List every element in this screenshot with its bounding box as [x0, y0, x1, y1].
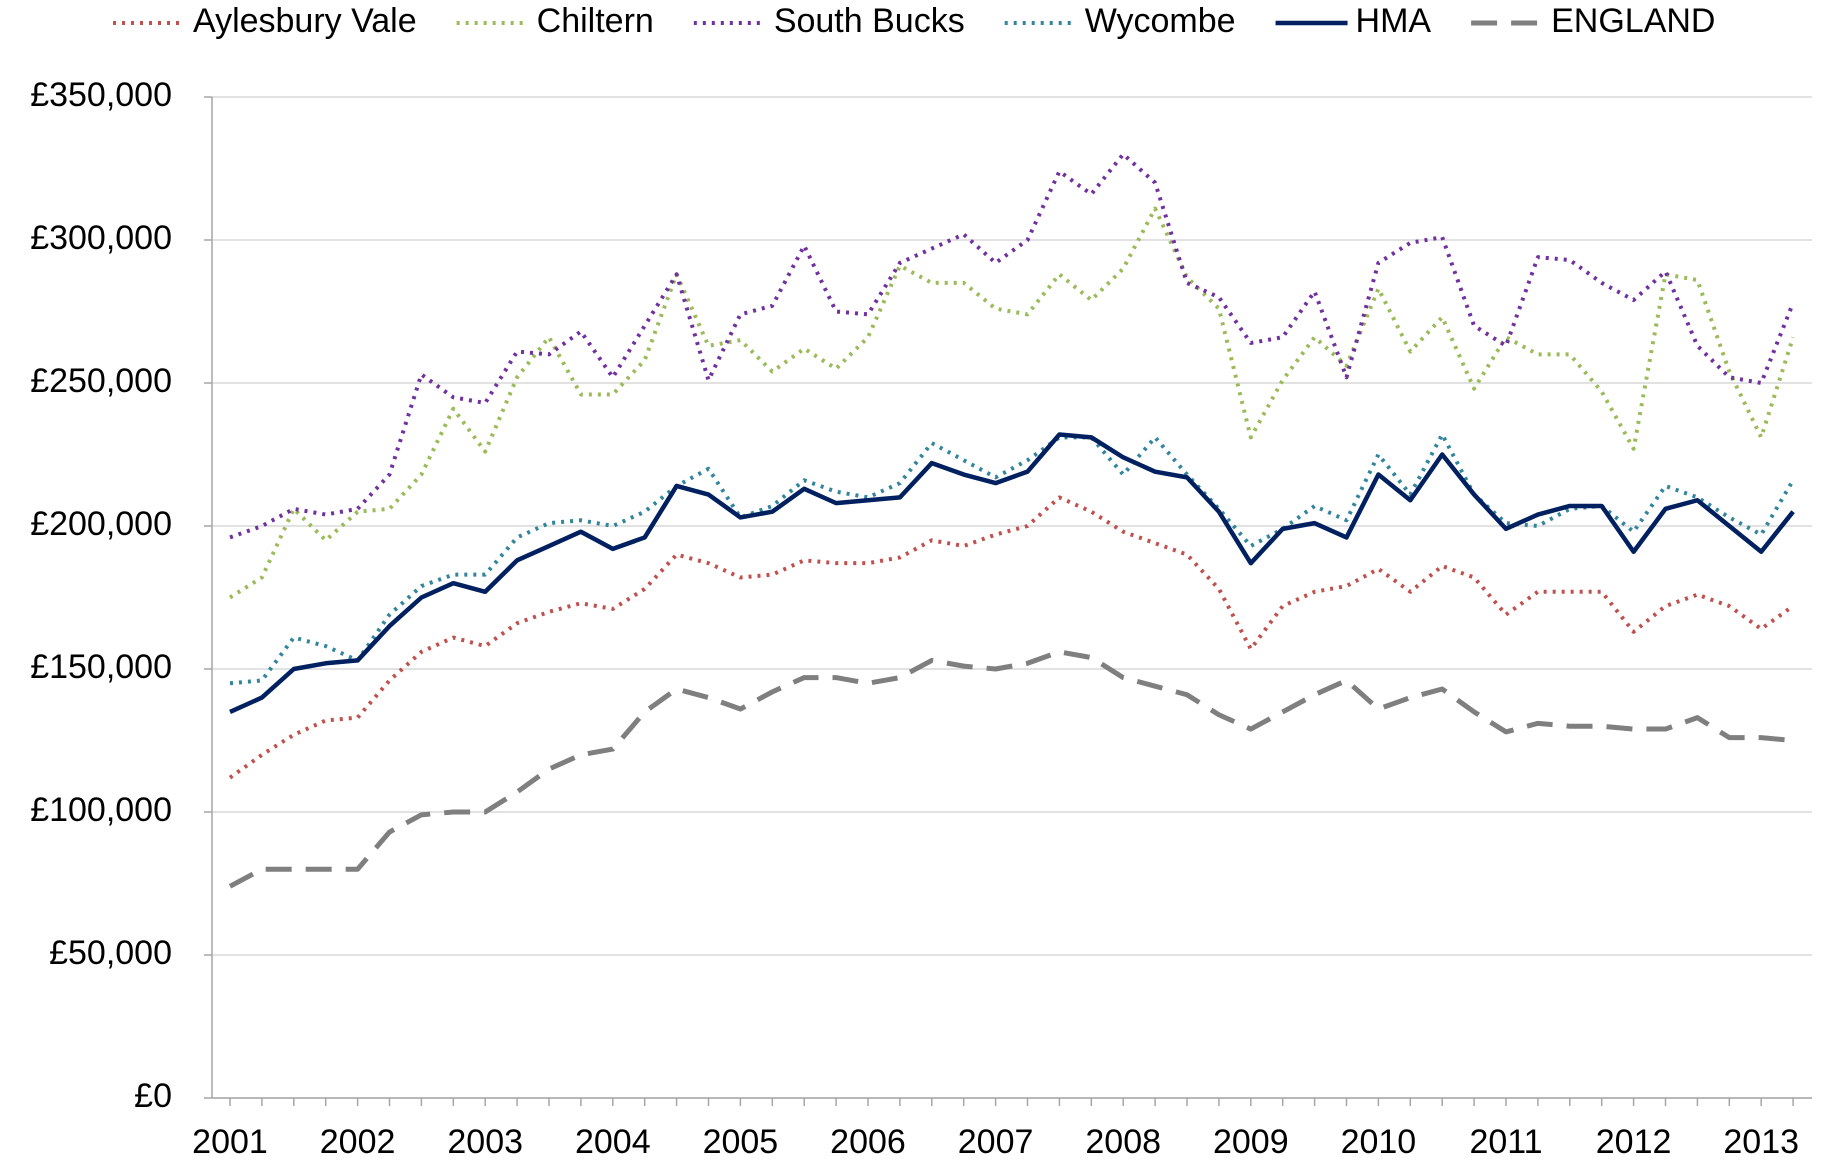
x-tick-label: 2012 — [1596, 1123, 1672, 1161]
x-tick-label: 2006 — [830, 1123, 906, 1161]
legend-label: Chiltern — [537, 2, 654, 40]
series-line — [229, 432, 1795, 686]
x-tick-label: 2004 — [575, 1123, 651, 1161]
series-line — [228, 495, 1795, 780]
y-tick-label: £350,000 — [30, 76, 172, 114]
x-tick-label: 2002 — [320, 1123, 396, 1161]
y-tick-label: £100,000 — [30, 791, 172, 829]
y-tick-label: £200,000 — [30, 505, 172, 543]
x-tick-label: 2008 — [1085, 1123, 1161, 1161]
x-tick-label: 2010 — [1341, 1123, 1417, 1161]
series-line — [229, 152, 1795, 540]
x-tick-label: 2005 — [703, 1123, 779, 1161]
series-line — [229, 432, 1795, 714]
x-tick-label: 2013 — [1723, 1123, 1799, 1161]
x-tick-label: 2007 — [958, 1123, 1034, 1161]
x-tick-label: 2009 — [1213, 1123, 1289, 1161]
series-line — [228, 206, 1796, 600]
y-tick-label: £0 — [134, 1077, 172, 1115]
legend-label: HMA — [1356, 2, 1432, 40]
y-tick-label: £300,000 — [30, 219, 172, 257]
y-tick-label: £150,000 — [30, 648, 172, 686]
legend-label: South Bucks — [774, 2, 965, 40]
series-line — [228, 649, 1794, 889]
y-tick-label: £250,000 — [30, 362, 172, 400]
x-tick-label: 2011 — [1469, 1123, 1542, 1161]
legend-label: Aylesbury Vale — [193, 2, 417, 40]
y-tick-label: £50,000 — [49, 934, 172, 972]
x-tick-label: 2001 — [192, 1123, 268, 1161]
x-tick-label: 2003 — [447, 1123, 523, 1161]
legend-label: Wycombe — [1085, 2, 1236, 40]
legend-label: ENGLAND — [1551, 2, 1715, 40]
